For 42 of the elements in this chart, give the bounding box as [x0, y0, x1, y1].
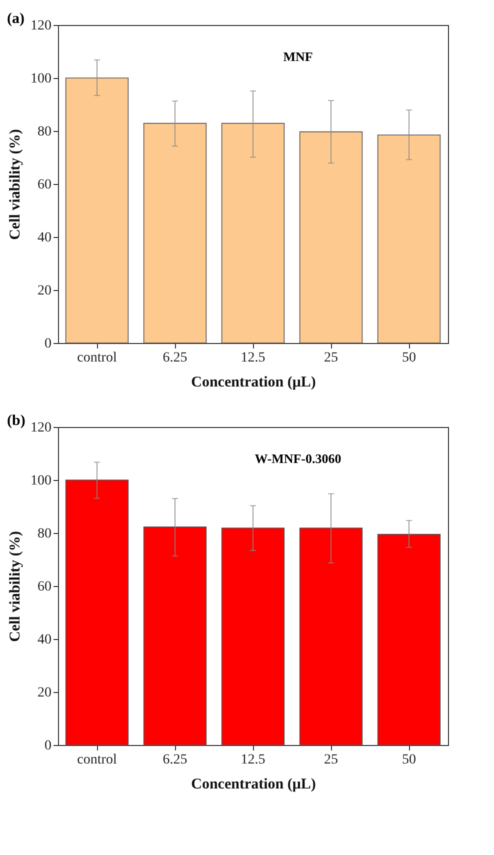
- bar: [143, 122, 207, 344]
- x-tick-label: 6.25: [162, 350, 188, 366]
- x-axis-title: Concentration (μL): [191, 776, 316, 792]
- x-tick-label: 25: [324, 350, 338, 366]
- annotation: MNF: [283, 49, 313, 64]
- bar: [65, 78, 129, 344]
- x-tick-label: 50: [402, 350, 416, 366]
- y-tick-label: 100: [30, 72, 52, 86]
- chart-title: (a): [7, 11, 24, 27]
- y-tick-label: 40: [38, 632, 52, 648]
- y-tick-label: 20: [38, 686, 52, 700]
- annotation: W-MNF-0.3060: [254, 451, 342, 466]
- x-tick-label: 12.5: [240, 350, 266, 366]
- bar: [65, 480, 129, 746]
- x-tick-label: 6.25: [162, 752, 188, 768]
- y-tick-label: 20: [38, 284, 52, 298]
- y-tick-label: 40: [38, 230, 52, 246]
- bar: [299, 131, 363, 344]
- y-tick-label: 100: [30, 474, 52, 488]
- y-tick-label: 120: [30, 18, 52, 34]
- bar: [221, 122, 285, 344]
- y-tick-label: 80: [38, 124, 52, 140]
- y-tick-label: 0: [44, 336, 52, 352]
- y-tick-label: 0: [44, 738, 52, 754]
- y-tick-label: 60: [38, 178, 52, 192]
- x-axis-title: Concentration (μL): [191, 374, 316, 390]
- y-axis-title: Cell viability (%): [8, 531, 24, 642]
- y-tick-label: 60: [38, 580, 52, 594]
- x-tick-label: 25: [324, 752, 338, 768]
- bar: [143, 526, 207, 746]
- y-tick-label: 120: [30, 420, 52, 436]
- y-tick-label: 80: [38, 526, 52, 542]
- bar: [377, 534, 441, 746]
- x-tick-label: control: [77, 752, 117, 768]
- bar: [299, 528, 363, 746]
- y-axis-title: Cell viability (%): [8, 129, 24, 240]
- x-tick-label: 12.5: [240, 752, 266, 768]
- x-tick-label: 50: [402, 752, 416, 768]
- bar: [221, 528, 285, 746]
- chart-title: (b): [7, 413, 26, 429]
- x-tick-label: control: [77, 350, 117, 366]
- bar: [377, 134, 441, 344]
